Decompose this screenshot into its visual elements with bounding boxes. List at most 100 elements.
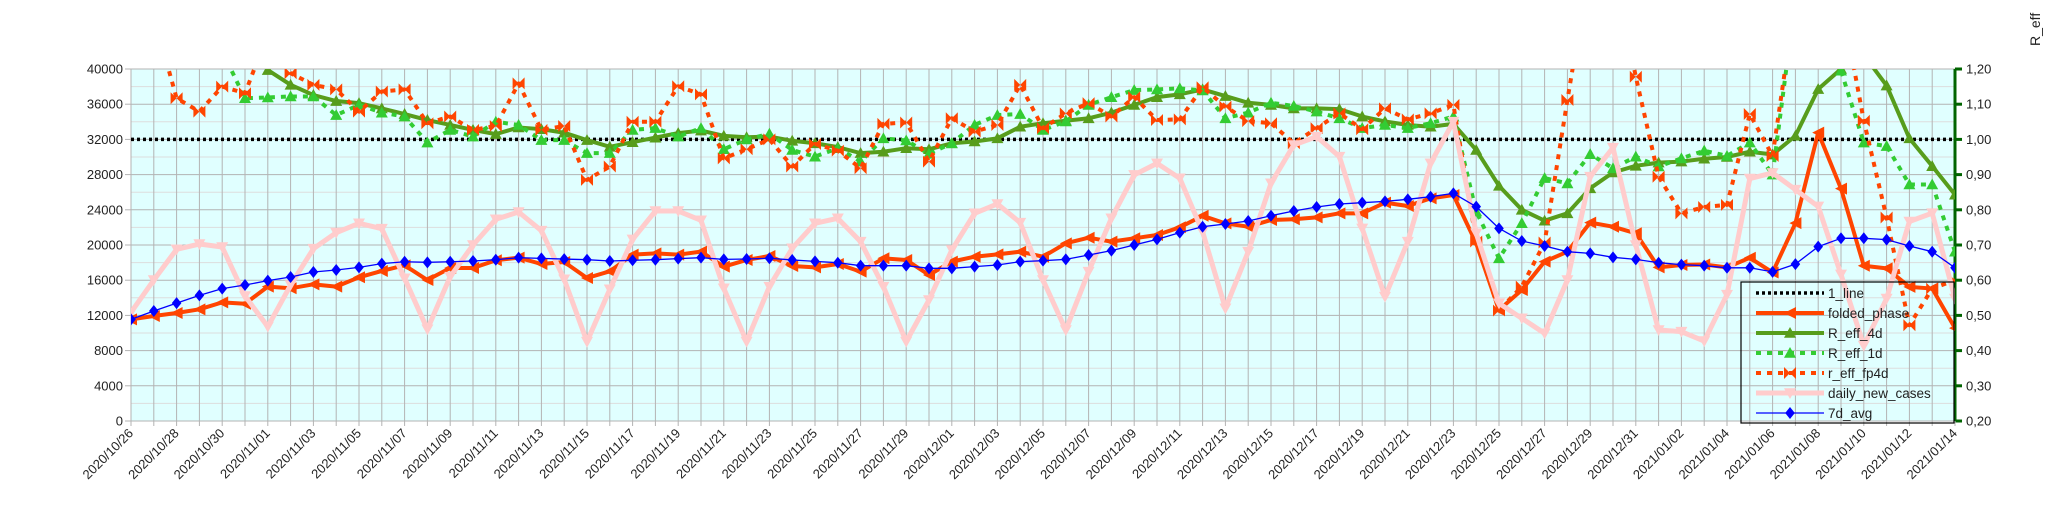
diamond-marker (1653, 256, 1664, 269)
triangle-down-marker (1493, 298, 1505, 310)
bowtie-marker (968, 125, 981, 138)
triangle-down-marker (1538, 328, 1551, 340)
left-triangle-marker (603, 265, 616, 278)
triangle-down-marker (1698, 336, 1711, 348)
diamond-marker (1859, 232, 1869, 245)
left-triangle-marker (1743, 251, 1756, 264)
diamond-marker (719, 253, 729, 266)
bowtie-marker (353, 105, 365, 118)
diamond-marker (833, 256, 843, 269)
triangle-down-marker (763, 281, 776, 293)
triangle-up-marker (444, 123, 457, 135)
left-triangle-marker (649, 247, 662, 260)
triangle-down-marker (1812, 201, 1825, 213)
diamond-marker (1152, 233, 1162, 246)
triangle-up-marker (467, 130, 479, 142)
triangle-down-marker (489, 214, 502, 226)
left-triangle-marker (1333, 207, 1346, 220)
diamond-marker (1585, 247, 1595, 260)
left-triangle-marker (923, 269, 935, 282)
triangle-up-marker (854, 147, 867, 158)
triangle-up-marker (284, 78, 297, 90)
left-triangle-marker (1287, 213, 1300, 226)
triangle-down-marker (626, 234, 639, 246)
triangle-down-marker (1584, 171, 1597, 183)
left-triangle-marker (1584, 216, 1597, 229)
triangle-up-marker (945, 137, 958, 149)
y-tick-label: 4000 (94, 378, 123, 393)
bowtie-marker (398, 83, 411, 96)
triangle-down-marker (1287, 140, 1300, 152)
triangle-up-marker (626, 136, 639, 148)
bowtie-marker (1515, 280, 1528, 293)
triangle-up-marker (1265, 96, 1277, 108)
bowtie-marker (991, 118, 1004, 131)
left-triangle-marker (991, 248, 1004, 261)
diamond-marker (878, 259, 889, 272)
triangle-up-marker (261, 69, 274, 75)
triangle-up-marker (1059, 115, 1072, 127)
triangle-down-marker (307, 243, 320, 255)
triangle-up-marker (1949, 188, 1955, 200)
left-triangle-marker (1105, 235, 1118, 248)
triangle-up-marker (968, 135, 981, 147)
triangle-up-marker (1880, 79, 1893, 91)
bowtie-marker (626, 115, 639, 128)
triangle-up-marker (1903, 178, 1916, 190)
diamond-marker (1220, 217, 1231, 230)
bowtie-marker (603, 160, 616, 173)
legend-label: R_eff_1d (1828, 346, 1883, 361)
triangle-down-marker (1629, 240, 1642, 251)
triangle-down-marker (444, 271, 457, 283)
bowtie-marker (193, 105, 206, 118)
bowtie-marker (923, 155, 935, 168)
diamond-marker (1243, 214, 1253, 227)
triangle-down-marker (854, 236, 867, 248)
bowtie-marker (1835, 0, 1847, 5)
diamond-marker (1106, 244, 1117, 257)
series-line (228, 69, 1955, 261)
triangle-up-marker (877, 145, 890, 157)
diamond-marker (1061, 253, 1071, 266)
triangle-up-marker (1493, 252, 1505, 264)
bowtie-marker (1196, 81, 1209, 94)
diamond-marker (627, 254, 638, 267)
triangle-up-marker (1287, 99, 1300, 111)
left-triangle-marker (1356, 207, 1369, 220)
triangle-up-marker (512, 118, 525, 130)
triangle-up-marker (786, 143, 799, 155)
bowtie-marker (1561, 93, 1574, 106)
triangle-up-marker (1242, 96, 1255, 108)
left-triangle-marker (877, 252, 890, 265)
triangle-down-marker (831, 213, 844, 225)
y-tick-label: 8000 (94, 343, 123, 358)
legend-label: r_eff_fp4d (1828, 366, 1889, 381)
triangle-up-marker (991, 132, 1004, 144)
triangle-down-marker (467, 240, 479, 251)
left-triangle-marker (1629, 227, 1642, 240)
triangle-up-marker (284, 90, 297, 102)
y-tick-label: 0 (116, 414, 123, 429)
triangle-up-marker (1470, 143, 1483, 155)
left-triangle-marker (193, 303, 206, 316)
y-tick-label: 28000 (87, 167, 123, 182)
left-triangle-marker (1835, 182, 1847, 195)
triangle-up-marker (695, 122, 707, 133)
left-triangle-marker (1128, 232, 1141, 245)
diamond-marker (696, 251, 706, 264)
triangle-down-marker (353, 218, 365, 230)
series-daily-new-cases (131, 116, 1955, 352)
diamond-marker (1517, 235, 1527, 248)
left-triangle-marker (1059, 237, 1072, 250)
triangle-up-marker (581, 134, 593, 145)
left-triangle-marker (1784, 307, 1796, 319)
y2-tick-label: 0,90 (1966, 167, 1991, 182)
bowtie-marker (1059, 107, 1072, 120)
triangle-down-marker (1721, 289, 1733, 301)
triangle-up-marker (1903, 132, 1916, 144)
x-tick-label: 2020/11/09 (399, 426, 455, 482)
triangle-down-marker (581, 336, 593, 348)
diamond-marker (536, 252, 547, 265)
triangle-down-marker (1880, 293, 1893, 305)
